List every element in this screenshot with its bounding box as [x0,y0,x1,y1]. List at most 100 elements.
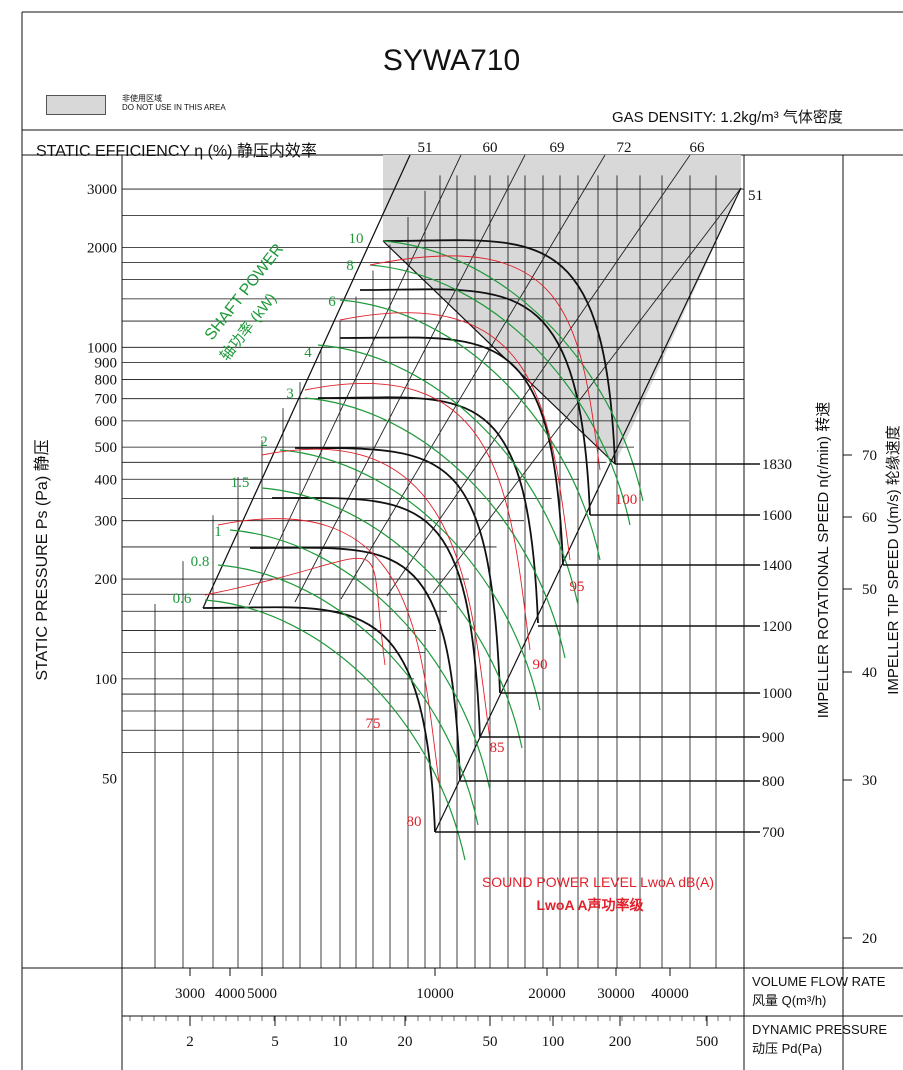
efficiency-line [386,154,691,597]
tip-speed-label: 50 [862,582,877,598]
speed-label: 1600 [762,508,792,524]
chart-title: SYWA710 [382,44,521,77]
sound-curve [204,557,386,666]
x2-tick-label: 20 [398,1034,413,1050]
power-curve [229,529,491,791]
efficiency-line [248,154,462,606]
y-tick-label: 500 [95,440,118,456]
tip-speed-label: 70 [862,448,877,464]
top-boundary [382,240,616,465]
x-tick-label: 30000 [597,986,635,1002]
efficiency-tick-label: 51 [418,140,433,156]
efficiency-tick-label: 66 [690,140,706,156]
efficiency-title: STATIC EFFICIENCY η (%) 静压内效率 [36,143,317,160]
shaft-power-label: 8 [346,258,354,274]
speed-label: 900 [762,730,785,746]
speed-curve [249,546,461,781]
gas-density-note: GAS DENSITY: 1.2kg/m³ 气体密度 [612,109,843,126]
x-tick-label: 3000 [175,986,205,1002]
sound-title: SOUND POWER LEVEL LwoA dB(A) [482,874,714,890]
sound-level-label: 95 [570,579,585,595]
x2-tick-label: 100 [542,1034,565,1050]
power-curves [204,240,644,861]
power-curve [317,344,579,606]
sound-level-label: 100 [615,492,638,508]
shaft-power-label: 4 [304,345,312,361]
sound-level-label: 90 [533,657,548,673]
sound-level-label: 80 [407,814,422,830]
tip-speed-label: 40 [862,665,877,681]
y-tick-label: 900 [95,355,118,371]
speed-curve [202,606,436,833]
x-tick-label: 40000 [651,986,689,1002]
shaft-power-label: 2 [260,434,268,450]
shaft-power-label: 0.8 [191,554,210,570]
efficiency-tick-label: 51 [748,188,763,204]
x2-tick-label: 500 [696,1034,719,1050]
restricted-area-note-en: DO NOT USE IN THIS AREA [122,103,226,112]
speed-label: 1200 [762,619,792,635]
shaft-power-label: 6 [328,294,336,310]
y-tick-label: 600 [95,414,118,430]
power-curve [382,240,644,502]
efficiency-tick-label: 60 [483,140,498,156]
speed-label: 800 [762,774,785,790]
flow-grid [154,175,717,968]
y-tick-label: 700 [95,392,118,408]
x2-axis-label: DYNAMIC PRESSURE [752,1022,887,1037]
shaft-power-label: 1 [214,524,222,540]
y-axis-label: STATIC PRESSURE Ps (Pa) 静压 [33,439,51,680]
shaft-power-label: 0.6 [173,591,192,607]
tip-speed-label: 20 [862,931,877,947]
efficiency-tick-label: 69 [550,140,565,156]
efficiency-line [432,187,742,594]
speed-label: 1400 [762,558,792,574]
efficiency-line [340,154,606,600]
x2-tick-label: 5 [271,1034,279,1050]
x2-tick-label: 2 [186,1034,194,1050]
speed-curve [317,396,539,624]
speed-curve [294,447,501,694]
y-tick-label: 50 [102,772,117,788]
speed-axis-label: IMPELLER ROTATIONAL SPEED n(r/min) 转速 [815,402,832,718]
sound-level-label: 85 [490,740,505,756]
sound-curve [369,255,601,471]
right-boundary [434,187,742,833]
x2-tick-label: 10 [333,1034,348,1050]
sound-curves [204,255,601,791]
y-tick-label: 2000 [87,240,117,256]
sound-curve [261,448,491,741]
shaft-power-label: 3 [286,386,294,402]
tip-speed-label: 30 [862,773,877,789]
left-boundary [202,154,411,609]
power-curve [304,397,566,659]
y-tick-label: 100 [95,672,118,688]
x2-tick-label: 50 [483,1034,498,1050]
power-curve [217,564,479,826]
tip-speed-axis-label: IMPELLER TIP SPEED U(m/s) 轮缘速度 [885,425,902,695]
y-tick-label: 400 [95,472,118,488]
speed-curve [339,336,564,566]
x-tick-label: 5000 [247,986,277,1002]
x-axis-label-cn: 风量 Q(m³/h) [752,993,826,1008]
restricted-area-swatch [46,95,106,115]
y-tick-label: 300 [95,514,118,530]
x-axis-label: VOLUME FLOW RATE [752,974,886,989]
sound-title-cn: LwoA A声功率级 [536,897,644,913]
shaft-power-label: 10 [349,231,364,247]
x-tick-label: 4000 [215,986,245,1002]
x2-axis-label-cn: 动压 Pd(Pa) [752,1041,822,1056]
restricted-area-note-cn: 非使用区域 [122,94,162,103]
speed-curve [359,288,591,516]
tip-speed-label: 60 [862,510,877,526]
sound-level-label: 75 [366,716,381,732]
sound-curve [339,312,571,561]
y-tick-label: 800 [95,372,118,388]
speed-label: 1000 [762,686,792,702]
x-tick-label: 20000 [528,986,566,1002]
speed-label: 1830 [762,457,792,473]
sound-curve [217,518,441,791]
y-tick-label: 200 [95,572,118,588]
power-curve [339,299,601,561]
